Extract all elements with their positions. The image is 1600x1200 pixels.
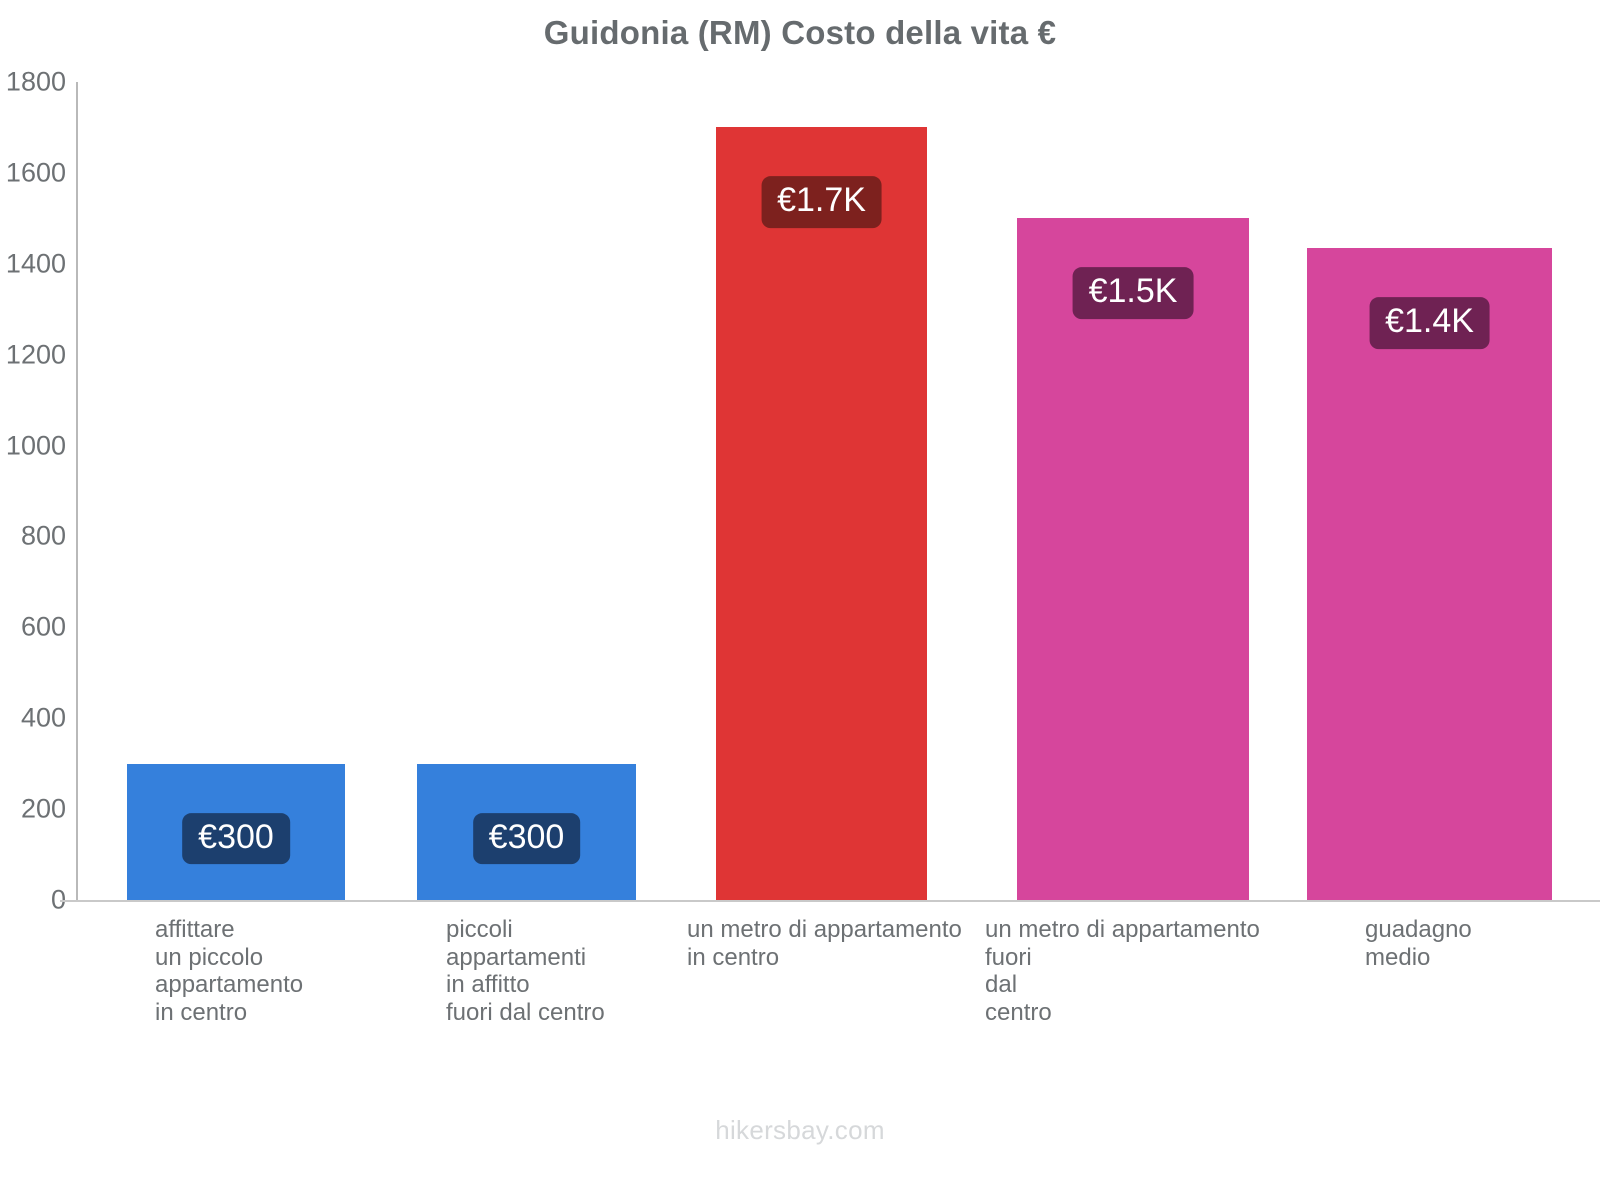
- bar-value-label: €1.4K: [1369, 297, 1490, 349]
- y-axis-line: [76, 82, 78, 900]
- bar-value-label: €1.5K: [1072, 267, 1194, 320]
- x-axis-category-labels: affittare un piccolo appartamento in cen…: [0, 916, 1600, 1096]
- bar[interactable]: [1307, 247, 1552, 900]
- x-axis-category-label: un metro di appartamento in centro: [687, 916, 962, 971]
- bar[interactable]: [716, 127, 927, 900]
- y-axis-tick-label: 1200: [5, 339, 66, 370]
- y-axis-tick-label: 600: [20, 611, 66, 642]
- y-axis-tick-label: 1000: [5, 430, 66, 461]
- x-axis-line: [60, 900, 1600, 902]
- y-axis-tick-label: 200: [20, 793, 66, 824]
- footer-watermark: hikersbay.com: [715, 1115, 885, 1145]
- x-axis-category-label: piccoli appartamenti in affitto fuori da…: [446, 916, 605, 1026]
- y-axis-tick-label: 1800: [5, 66, 66, 97]
- x-axis-category-label: un metro di appartamento fuori dal centr…: [985, 916, 1260, 1026]
- y-axis-tick-label: 400: [20, 702, 66, 733]
- y-axis-tick-label: 0: [50, 884, 66, 915]
- bar-value-label: €1.7K: [761, 176, 882, 229]
- y-axis-tick-label: 1600: [5, 157, 66, 188]
- bar-value-label: €300: [472, 812, 581, 865]
- y-axis-tick-label: 800: [20, 520, 66, 551]
- bars-layer: €300 €300 €1.7K €1.5K €1.4K: [127, 127, 1552, 900]
- x-axis-category-label: guadagno medio: [1365, 916, 1472, 971]
- bar[interactable]: [1017, 218, 1249, 900]
- y-axis-tick-label: 1400: [5, 248, 66, 279]
- x-axis-category-label: affittare un piccolo appartamento in cen…: [155, 916, 304, 1026]
- y-axis-tick-labels: 0 200 400 600 800 1000 1200 1400 1600 1800: [0, 0, 66, 1200]
- chart-title: Guidonia (RM) Costo della vita €: [543, 14, 1057, 51]
- bar-value-label: €300: [182, 812, 290, 865]
